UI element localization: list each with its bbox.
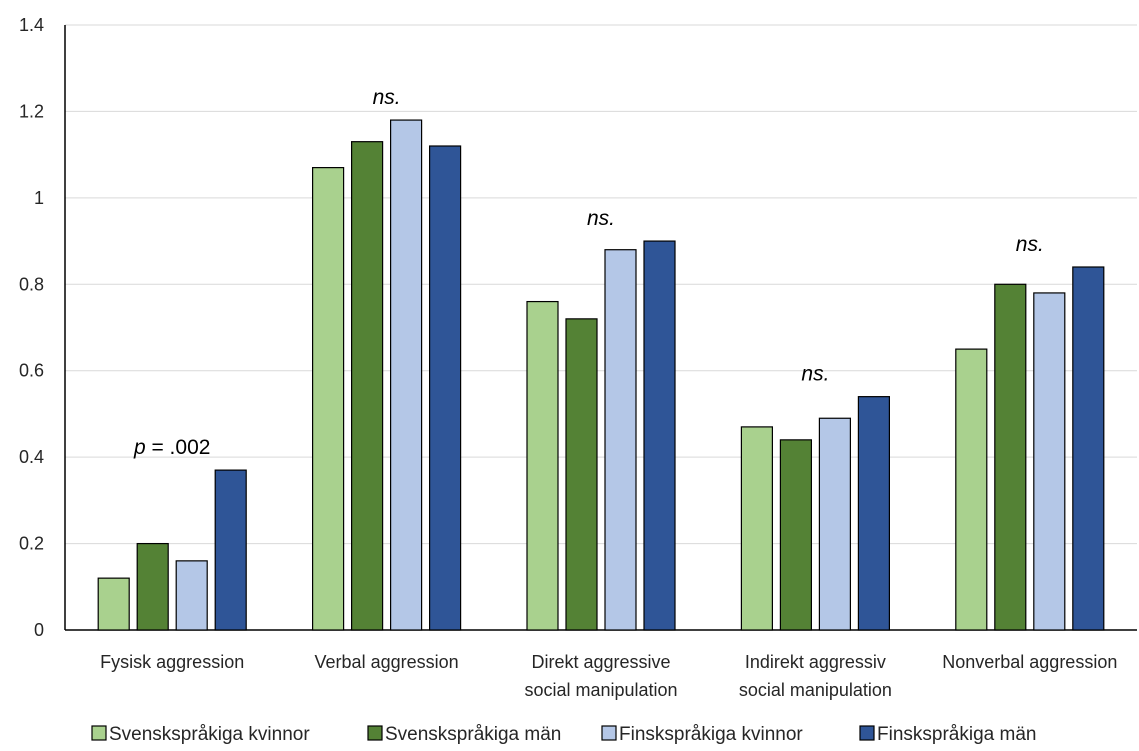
- significance-annotation: ns.: [1016, 233, 1044, 256]
- bar: [994, 283, 1027, 631]
- x-category-label: social manipulation: [739, 680, 892, 700]
- significance-annotation: ns.: [373, 86, 401, 109]
- bar: [565, 318, 598, 631]
- legend-label: Svenskspråkiga kvinnor: [109, 724, 310, 745]
- x-category-label: Fysisk aggression: [100, 652, 244, 672]
- x-category-label: Nonverbal aggression: [942, 652, 1117, 672]
- bar: [1033, 292, 1066, 631]
- bar: [955, 348, 988, 631]
- legend-swatch: [91, 725, 107, 741]
- bar: [97, 577, 130, 631]
- y-tick-label: 0.8: [19, 274, 44, 294]
- y-tick-label: 0.2: [19, 534, 44, 554]
- bar: [390, 119, 423, 631]
- legend-swatch: [367, 725, 383, 741]
- y-tick-label: 0.6: [19, 361, 44, 381]
- bar: [429, 145, 462, 631]
- y-tick-label: 1: [34, 188, 44, 208]
- legend-swatch: [859, 725, 875, 741]
- bar: [818, 417, 852, 631]
- bar: [1072, 266, 1105, 631]
- bar: [175, 560, 208, 631]
- y-tick-label: 1.2: [19, 101, 44, 121]
- bar: [643, 240, 676, 631]
- bar: [857, 396, 891, 631]
- y-tick-label: 0.4: [19, 447, 44, 467]
- significance-annotation: p = .002: [133, 436, 211, 459]
- bar: [214, 469, 247, 631]
- legend-swatch: [601, 725, 617, 741]
- bar: [779, 439, 813, 631]
- bar: [604, 249, 637, 631]
- y-tick-label: 1.4: [19, 15, 44, 35]
- bar: [351, 141, 384, 631]
- significance-annotation: ns.: [801, 363, 829, 386]
- bar: [312, 167, 345, 631]
- legend-label: Finskspråkiga kvinnor: [619, 724, 803, 745]
- significance-annotation: ns.: [587, 207, 615, 230]
- legend-label: Svenskspråkiga män: [385, 724, 561, 745]
- x-category-label: social manipulation: [524, 680, 677, 700]
- bar: [740, 426, 774, 631]
- x-category-label: Verbal aggression: [315, 652, 459, 672]
- bar: [526, 300, 559, 631]
- y-tick-label: 0: [34, 620, 44, 640]
- legend-label: Finskspråkiga män: [877, 724, 1036, 745]
- x-category-label: Indirekt aggressiv: [745, 652, 886, 672]
- bar: [136, 542, 169, 631]
- x-category-label: Direkt aggressive: [531, 652, 670, 672]
